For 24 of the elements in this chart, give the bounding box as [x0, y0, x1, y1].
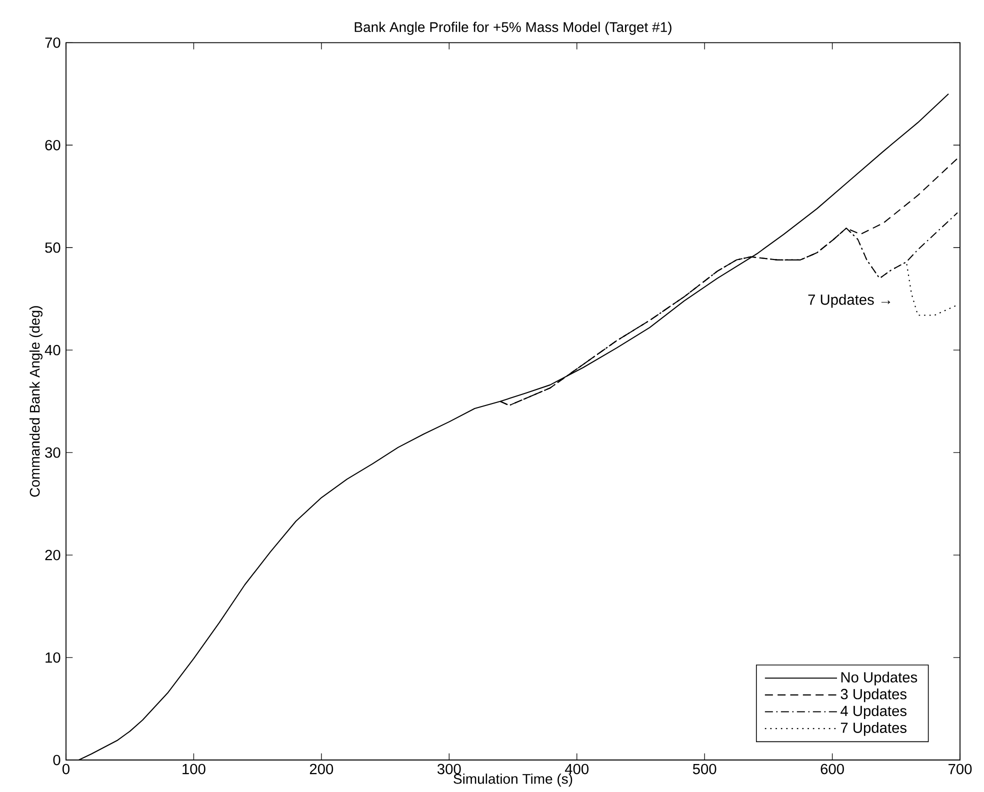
- x-tick-label: 500: [692, 764, 716, 774]
- y-tick-label: 50: [45, 242, 60, 253]
- x-tick-label: 100: [182, 764, 206, 774]
- y-tick-label: 40: [44, 344, 60, 356]
- y-tick-label: 30: [45, 447, 60, 458]
- legend-label: 7 Updates: [840, 722, 906, 736]
- legend-label: No Updates: [841, 672, 918, 686]
- x-tick-label: 400: [564, 764, 589, 774]
- x-tick-label: 200: [310, 764, 334, 774]
- x-tick-label: 700: [948, 764, 972, 774]
- legend-label: 3 Updates: [840, 688, 906, 702]
- x-tick-label: 300: [437, 764, 461, 774]
- y-tick-label: 20: [45, 550, 60, 560]
- y-tick-label: 60: [45, 140, 60, 150]
- y-axis-title: Commanded Bank Angle (deg): [29, 306, 42, 497]
- x-axis-title: Simulation Time (s): [454, 774, 572, 787]
- y-tick-label: 10: [46, 652, 60, 663]
- x-tick-label: 0: [62, 764, 70, 774]
- legend-label: 4 Updates: [840, 705, 906, 720]
- y-tick-label: 0: [53, 754, 60, 766]
- annotation: 7 Updates →: [808, 294, 890, 308]
- chart-title: Bank Angle Profile for +5% Mass Model (Target #1): [354, 22, 672, 35]
- x-tick-label: 600: [820, 764, 844, 774]
- y-tick-label: 70: [45, 37, 60, 48]
